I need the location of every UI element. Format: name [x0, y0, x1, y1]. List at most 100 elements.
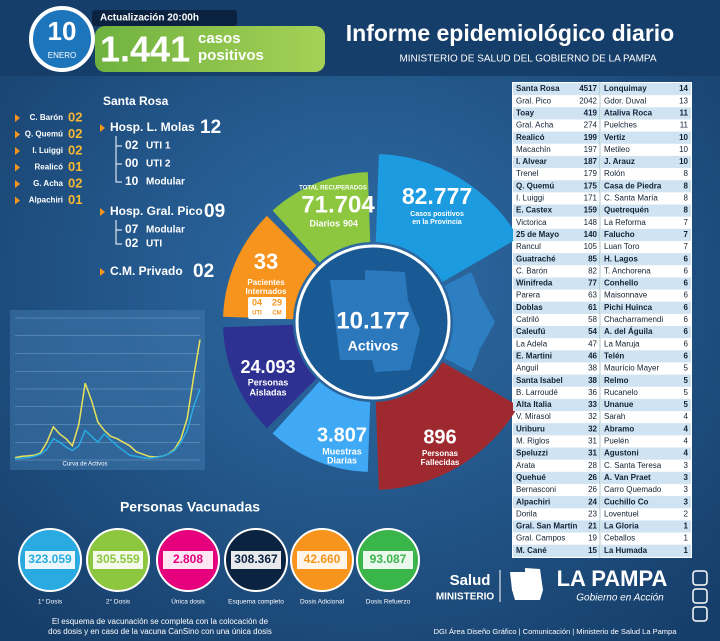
- locality-name: Vertiz: [604, 133, 625, 142]
- locality-count: 8: [684, 181, 689, 190]
- social-icon: [692, 606, 708, 622]
- dose-value: 305.559: [96, 552, 140, 566]
- row-shade: [601, 496, 691, 509]
- isolated-label: Personas: [248, 377, 289, 387]
- locality-name: Unanue: [604, 400, 634, 409]
- row-shade: [513, 131, 600, 144]
- bullet: [15, 130, 20, 139]
- unit-count: 00: [125, 156, 139, 170]
- locality-name: Maisonnave: [604, 291, 648, 300]
- locality-count: 26: [588, 485, 597, 494]
- locality-name: A. del Águila: [604, 327, 653, 336]
- locality-name: Catriló: [516, 315, 540, 324]
- locality-count: 28: [588, 461, 597, 470]
- bullet: [100, 208, 105, 216]
- locality-count: 1: [684, 546, 689, 555]
- locality-count: 419: [584, 108, 598, 117]
- locality-count: 7: [684, 218, 689, 227]
- cm-count: 29: [272, 297, 282, 307]
- hospital-count: 02: [193, 261, 214, 282]
- locality-count: 6: [684, 254, 689, 263]
- locality-count: 4: [684, 412, 689, 421]
- hospitalized-label: Pacientes: [247, 278, 285, 287]
- locality-count: 47: [588, 339, 597, 348]
- row-shade: [513, 471, 600, 484]
- cases: 1.441: [100, 29, 190, 70]
- hospitalized-segment: [223, 215, 317, 320]
- update-box: [92, 10, 237, 26]
- locality-name: M. Cané: [516, 546, 547, 555]
- locality-count: 3: [684, 461, 689, 470]
- locality-name: La Adela: [516, 339, 548, 348]
- locality-count: 3: [684, 473, 689, 482]
- row-shade: [601, 423, 691, 436]
- locality-count: 24: [588, 497, 597, 506]
- cases-label: positivos: [198, 47, 264, 64]
- dose-box: [363, 551, 413, 569]
- locality-count: 36: [588, 388, 597, 397]
- row-shade: [513, 301, 600, 314]
- locality-count: 26: [588, 473, 597, 482]
- isolated-segment: [223, 324, 317, 429]
- locality-count: 77: [588, 279, 597, 288]
- locality-count: 5: [684, 400, 689, 409]
- positives-label: Casos positivos: [410, 211, 464, 218]
- locality-name: Alta Italia: [516, 400, 552, 409]
- locality-name: Toay: [516, 108, 535, 117]
- title: Informe epidemiológico diario: [346, 20, 674, 46]
- row-shade: [513, 155, 600, 169]
- locality-count: 3: [684, 485, 689, 494]
- unit-name: UTI: [146, 239, 162, 250]
- locality-count: 4517: [579, 84, 597, 93]
- locality-name: Rucanelo: [604, 388, 638, 397]
- bullet: [15, 196, 20, 205]
- row-shade: [513, 228, 600, 241]
- row-shade: [601, 326, 691, 339]
- locality-count: 46: [588, 351, 597, 360]
- dose-label: Dosis Adicional: [300, 599, 345, 606]
- hospital-count: 12: [200, 117, 221, 138]
- locality-name: E. Castex: [516, 206, 553, 215]
- locality-name: Ataliva Roca: [604, 108, 653, 117]
- locality-count: 6: [684, 303, 689, 312]
- locality-name: Arata: [516, 461, 536, 470]
- locality-count: 19: [588, 534, 597, 543]
- locality-name: Guatraché: [516, 254, 556, 263]
- vaccination-title: Personas Vacunadas: [120, 499, 260, 515]
- locality-count: 274: [584, 121, 598, 130]
- locality-name: E. Martini: [516, 351, 552, 360]
- locality-name: Gral. Campos: [516, 534, 565, 543]
- locality-name: B. Larroudé: [516, 388, 558, 397]
- unit-count: 02: [125, 138, 139, 152]
- locality-count: 6: [684, 327, 689, 336]
- bullet: [15, 163, 20, 172]
- locality-count: 15: [588, 546, 597, 555]
- locality-name: Casa de Piedra: [604, 181, 662, 190]
- samples-segment: [272, 381, 371, 472]
- row-shade: [601, 350, 691, 363]
- dose-value: 42.660: [304, 552, 341, 566]
- locality-count: 82: [588, 266, 597, 275]
- locality-count: 8: [684, 169, 689, 178]
- locality-count: 54: [588, 327, 597, 336]
- hospitalized-label: Internados: [246, 287, 287, 296]
- row-shade: [513, 350, 600, 363]
- locality-count: 13: [679, 96, 688, 105]
- locality-name: Puelén: [604, 437, 629, 446]
- referral-place: Q. Quemú: [25, 130, 63, 139]
- row-shade: [601, 228, 691, 241]
- locality-name: Sarah: [604, 412, 625, 421]
- referral-place: Alpachiri: [29, 196, 63, 205]
- curve-line: [14, 388, 201, 460]
- locality-count: 187: [584, 157, 598, 166]
- dose-value: 93.087: [370, 552, 407, 566]
- referral-place: I. Luiggi: [32, 146, 63, 155]
- ministry: Salud: [450, 572, 491, 589]
- row-shade: [601, 301, 691, 314]
- locality-count: 3: [684, 497, 689, 506]
- locality-count: 32: [588, 424, 597, 433]
- isolated-value: 24.093: [240, 357, 295, 377]
- ministry-sub: MINISTERIO: [436, 592, 495, 603]
- row-shade: [513, 447, 600, 460]
- locality-count: 179: [584, 169, 598, 178]
